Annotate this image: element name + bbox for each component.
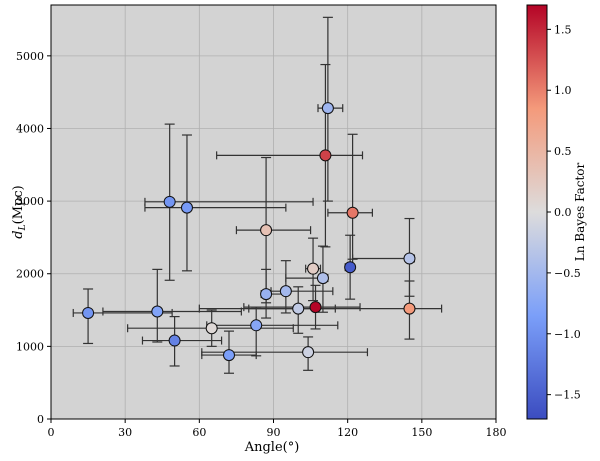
y-axis-label-main: d [11,230,26,238]
y-tick-label: 5000 [16,50,44,63]
data-point [307,262,320,275]
y-tick-label: 1000 [16,340,44,353]
colorbar-tick-label: −0.5 [554,267,581,280]
data-point [260,288,273,301]
colorbar: −1.5 −1.0 −0.5 0.0 0.5 1.0 1.5 [526,4,581,420]
y-axis-label-sub: L [18,224,28,231]
data-point [319,149,332,162]
data-point [316,272,329,285]
data-point [82,306,95,319]
x-tick-label: 60 [192,426,206,439]
colorbar-gradient [526,4,548,420]
data-point [205,322,218,335]
y-axis-label: dL(Mpc) [11,185,28,238]
colorbar-tick-label: −1.0 [554,328,581,341]
data-point [346,206,359,219]
x-tick-label: 30 [118,426,132,439]
data-point [403,252,416,265]
y-tick-label: 2000 [16,268,44,281]
data-point [223,349,235,362]
x-tick-label: 90 [267,426,281,439]
x-axis-label: Angle(°) [244,440,300,455]
colorbar-tick-label: −1.5 [554,389,581,402]
x-tick-label: 150 [411,426,432,439]
data-point [168,334,181,347]
y-tick-label: 3000 [16,195,44,208]
y-tick-label: 0 [37,413,44,426]
y-tick-label: 4000 [16,122,44,135]
data-points [82,102,416,362]
axes: 0 30 60 90 120 150 180 0 1000 2000 3000 4000 5000 [16,4,507,439]
data-point [403,302,416,315]
data-point [344,261,357,274]
data-point [279,285,292,298]
x-tick-label: 0 [48,426,55,439]
data-point [180,201,193,214]
colorbar-tick-label: 1.0 [554,84,572,97]
y-axis-label-rest: (Mpc) [11,185,26,224]
colorbar-tick-label: 0.0 [554,206,572,219]
data-point [302,346,315,359]
data-point [250,319,263,332]
x-tick-label: 180 [486,426,507,439]
x-tick-label: 120 [337,426,358,439]
data-point [292,302,305,315]
colorbar-tick-label: 0.5 [554,145,572,158]
data-point [260,224,273,237]
colorbar-tick-label: 1.5 [554,23,572,36]
data-point [151,305,164,318]
data-point [163,195,176,208]
data-point [321,102,334,115]
data-point [309,301,322,314]
colorbar-label: Ln Bayes Factor [573,162,587,261]
